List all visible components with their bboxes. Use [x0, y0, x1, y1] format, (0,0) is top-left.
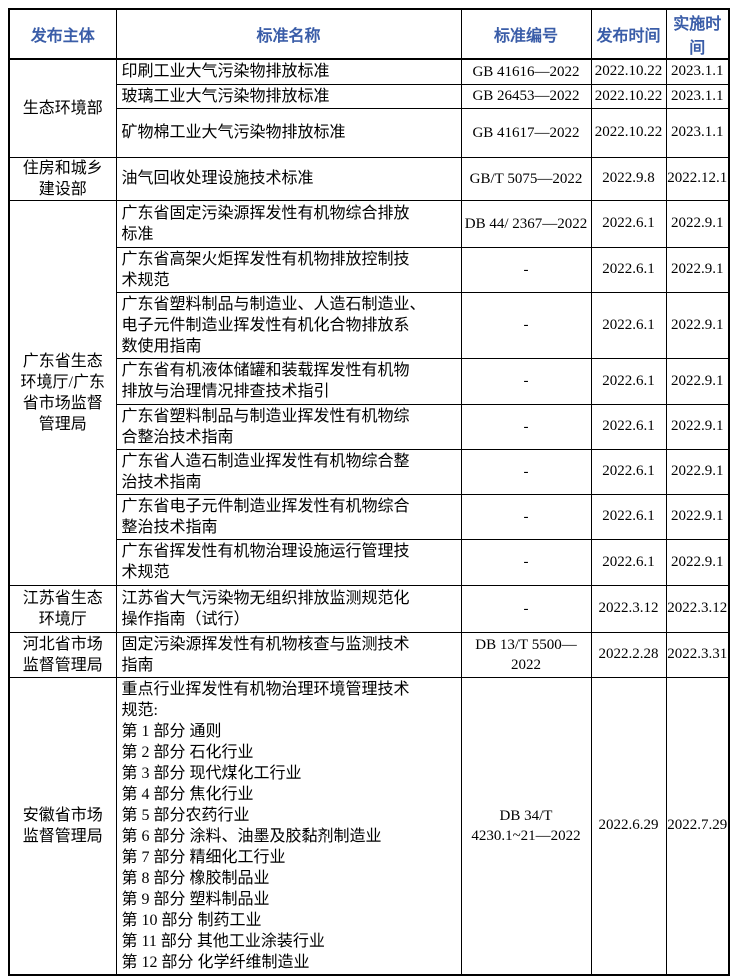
table-row: 安徽省市场 监督管理局 重点行业挥发性有机物治理环境管理技术 规范: 第 1 部…	[8, 676, 730, 975]
standard-code-cell: DB 44/ 2367—2022	[460, 199, 592, 248]
table-row: 河北省市场 监督管理局 固定污染源挥发性有机物核查与监测技术 指南 DB 13/…	[8, 631, 730, 678]
table-row: 江苏省生态 环境厅 江苏省大气污染物无组织排放监测规范化 操作指南（试行） - …	[8, 584, 730, 633]
standard-code-cell: GB 26453—2022	[460, 83, 592, 109]
standard-name-cell: 广东省高架火炬挥发性有机物排放控制技 术规范	[115, 246, 462, 293]
table-row: 广东省有机液体储罐和装载挥发性有机物 排放与治理情况排查技术指引 - 2022.…	[9, 357, 730, 405]
publish-date-cell: 2022.6.1	[590, 403, 667, 450]
table-row: 住房和城乡 建设部 油气回收处理设施技术标准 GB/T 5075—2022 20…	[8, 156, 730, 201]
standard-code-cell: -	[460, 246, 592, 293]
publish-date-cell: 2022.2.28	[590, 631, 667, 678]
standard-code-cell: GB/T 5075—2022	[460, 156, 592, 201]
publisher-cell: 生态环境部	[8, 58, 117, 158]
standard-code-cell: -	[460, 538, 592, 586]
implement-date-cell: 2022.9.1	[665, 199, 730, 248]
standard-code-cell: GB 41616—2022	[460, 58, 592, 85]
standard-code-cell: -	[460, 403, 592, 450]
standard-name-cell: 油气回收处理设施技术标准	[115, 156, 462, 201]
standard-code-cell: -	[460, 448, 592, 495]
publish-date-cell: 2022.6.1	[590, 199, 667, 248]
standard-name-cell: 广东省挥发性有机物治理设施运行管理技 术规范	[115, 538, 462, 586]
publisher-cell: 江苏省生态 环境厅	[8, 584, 117, 633]
implement-date-cell: 2022.3.12	[665, 584, 730, 633]
standard-name-cell: 广东省塑料制品与制造业、人造石制造业、 电子元件制造业挥发性有机化合物排放系 数…	[115, 291, 462, 359]
header-standard-name: 标准名称	[115, 8, 462, 60]
standard-name-cell: 印刷工业大气污染物排放标准	[115, 58, 462, 85]
publish-date-cell: 2022.6.1	[590, 493, 667, 540]
standard-code-cell: GB 41617—2022	[460, 107, 592, 158]
standard-name-cell: 广东省固定污染源挥发性有机物综合排放 标准	[115, 199, 462, 248]
standard-name-cell: 固定污染源挥发性有机物核查与监测技术 指南	[115, 631, 462, 678]
table-row: 广东省挥发性有机物治理设施运行管理技 术规范 - 2022.6.1 2022.9…	[9, 538, 730, 586]
publish-date-cell: 2022.9.8	[590, 156, 667, 201]
header-publish-date: 发布时间	[590, 8, 667, 60]
publish-date-cell: 2022.6.1	[590, 538, 667, 586]
standard-name-cell: 矿物棉工业大气污染物排放标准	[115, 107, 462, 158]
implement-date-cell: 2022.9.1	[665, 448, 730, 495]
standard-code-cell: DB 13/T 5500— 2022	[460, 631, 592, 678]
table-row: 广东省塑料制品与制造业、人造石制造业、 电子元件制造业挥发性有机化合物排放系 数…	[9, 291, 730, 359]
table-row: 广东省高架火炬挥发性有机物排放控制技 术规范 - 2022.6.1 2022.9…	[9, 246, 730, 293]
publish-date-cell: 2022.10.22	[590, 107, 667, 158]
implement-date-cell: 2022.9.1	[665, 403, 730, 450]
table-row: 广东省生态 环境厅/广东 省市场监督 管理局 广东省固定污染源挥发性有机物综合排…	[8, 199, 730, 586]
publish-date-cell: 2022.6.1	[590, 246, 667, 293]
standard-code-cell: DB 34/T 4230.1~21—2022	[460, 676, 592, 975]
standard-code-cell: -	[460, 291, 592, 359]
publisher-cell: 广东省生态 环境厅/广东 省市场监督 管理局	[8, 199, 117, 586]
standard-name-cell: 广东省人造石制造业挥发性有机物综合整 治技术指南	[115, 448, 462, 495]
implement-date-cell: 2022.9.1	[665, 246, 730, 293]
header-row: 发布主体 标准名称 标准编号 发布时间 实施时间	[8, 8, 730, 60]
implement-date-cell: 2022.3.31	[665, 631, 730, 678]
implement-date-cell: 2023.1.1	[665, 107, 730, 158]
publish-date-cell: 2022.6.1	[590, 357, 667, 405]
publish-date-cell: 2022.10.22	[590, 58, 667, 85]
publish-date-cell: 2022.6.1	[590, 291, 667, 359]
header-publisher: 发布主体	[8, 8, 117, 60]
standard-code-cell: -	[460, 357, 592, 405]
standard-name-cell: 广东省有机液体储罐和装载挥发性有机物 排放与治理情况排查技术指引	[115, 357, 462, 405]
standard-code-cell: -	[460, 493, 592, 540]
standards-table: 发布主体 标准名称 标准编号 发布时间 实施时间 生态环境部 印刷工业大气污染物…	[8, 8, 730, 976]
header-standard-code: 标准编号	[460, 8, 592, 60]
publish-date-cell: 2022.10.22	[590, 83, 667, 109]
publish-date-cell: 2022.6.1	[590, 448, 667, 495]
standard-name-cell: 玻璃工业大气污染物排放标准	[115, 83, 462, 109]
table-row: 广东省人造石制造业挥发性有机物综合整 治技术指南 - 2022.6.1 2022…	[9, 448, 730, 495]
table-row: 生态环境部 印刷工业大气污染物排放标准 GB 41616—2022 2022.1…	[8, 58, 730, 158]
implement-date-cell: 2022.9.1	[665, 357, 730, 405]
table-row: 广东省塑料制品与制造业挥发性有机物综 合整治技术指南 - 2022.6.1 20…	[9, 403, 730, 450]
standard-code-cell: -	[460, 584, 592, 633]
table-row: 玻璃工业大气污染物排放标准 GB 26453—2022 2022.10.22 2…	[9, 83, 730, 109]
publish-date-cell: 2022.6.29	[590, 676, 667, 975]
implement-date-cell: 2022.9.1	[665, 291, 730, 359]
standard-name-cell: 广东省塑料制品与制造业挥发性有机物综 合整治技术指南	[115, 403, 462, 450]
standard-name-cell: 广东省电子元件制造业挥发性有机物综合 整治技术指南	[115, 493, 462, 540]
standard-name-cell: 重点行业挥发性有机物治理环境管理技术 规范: 第 1 部分 通则 第 2 部分 …	[115, 676, 462, 975]
publisher-cell: 住房和城乡 建设部	[8, 156, 117, 201]
header-implement-date: 实施时间	[665, 8, 730, 60]
publish-date-cell: 2022.3.12	[590, 584, 667, 633]
publisher-cell: 安徽省市场 监督管理局	[8, 676, 117, 975]
table-row: 广东省电子元件制造业挥发性有机物综合 整治技术指南 - 2022.6.1 202…	[9, 493, 730, 540]
standard-name-cell: 江苏省大气污染物无组织排放监测规范化 操作指南（试行）	[115, 584, 462, 633]
publisher-cell: 河北省市场 监督管理局	[8, 631, 117, 678]
implement-date-cell: 2023.1.1	[665, 83, 730, 109]
document-page: 发布主体 标准名称 标准编号 发布时间 实施时间 生态环境部 印刷工业大气污染物…	[8, 8, 730, 976]
implement-date-cell: 2023.1.1	[665, 58, 730, 85]
implement-date-cell: 2022.9.1	[665, 538, 730, 586]
table-row: 矿物棉工业大气污染物排放标准 GB 41617—2022 2022.10.22 …	[9, 107, 730, 158]
implement-date-cell: 2022.12.1	[665, 156, 730, 201]
implement-date-cell: 2022.7.29	[665, 676, 730, 975]
implement-date-cell: 2022.9.1	[665, 493, 730, 540]
